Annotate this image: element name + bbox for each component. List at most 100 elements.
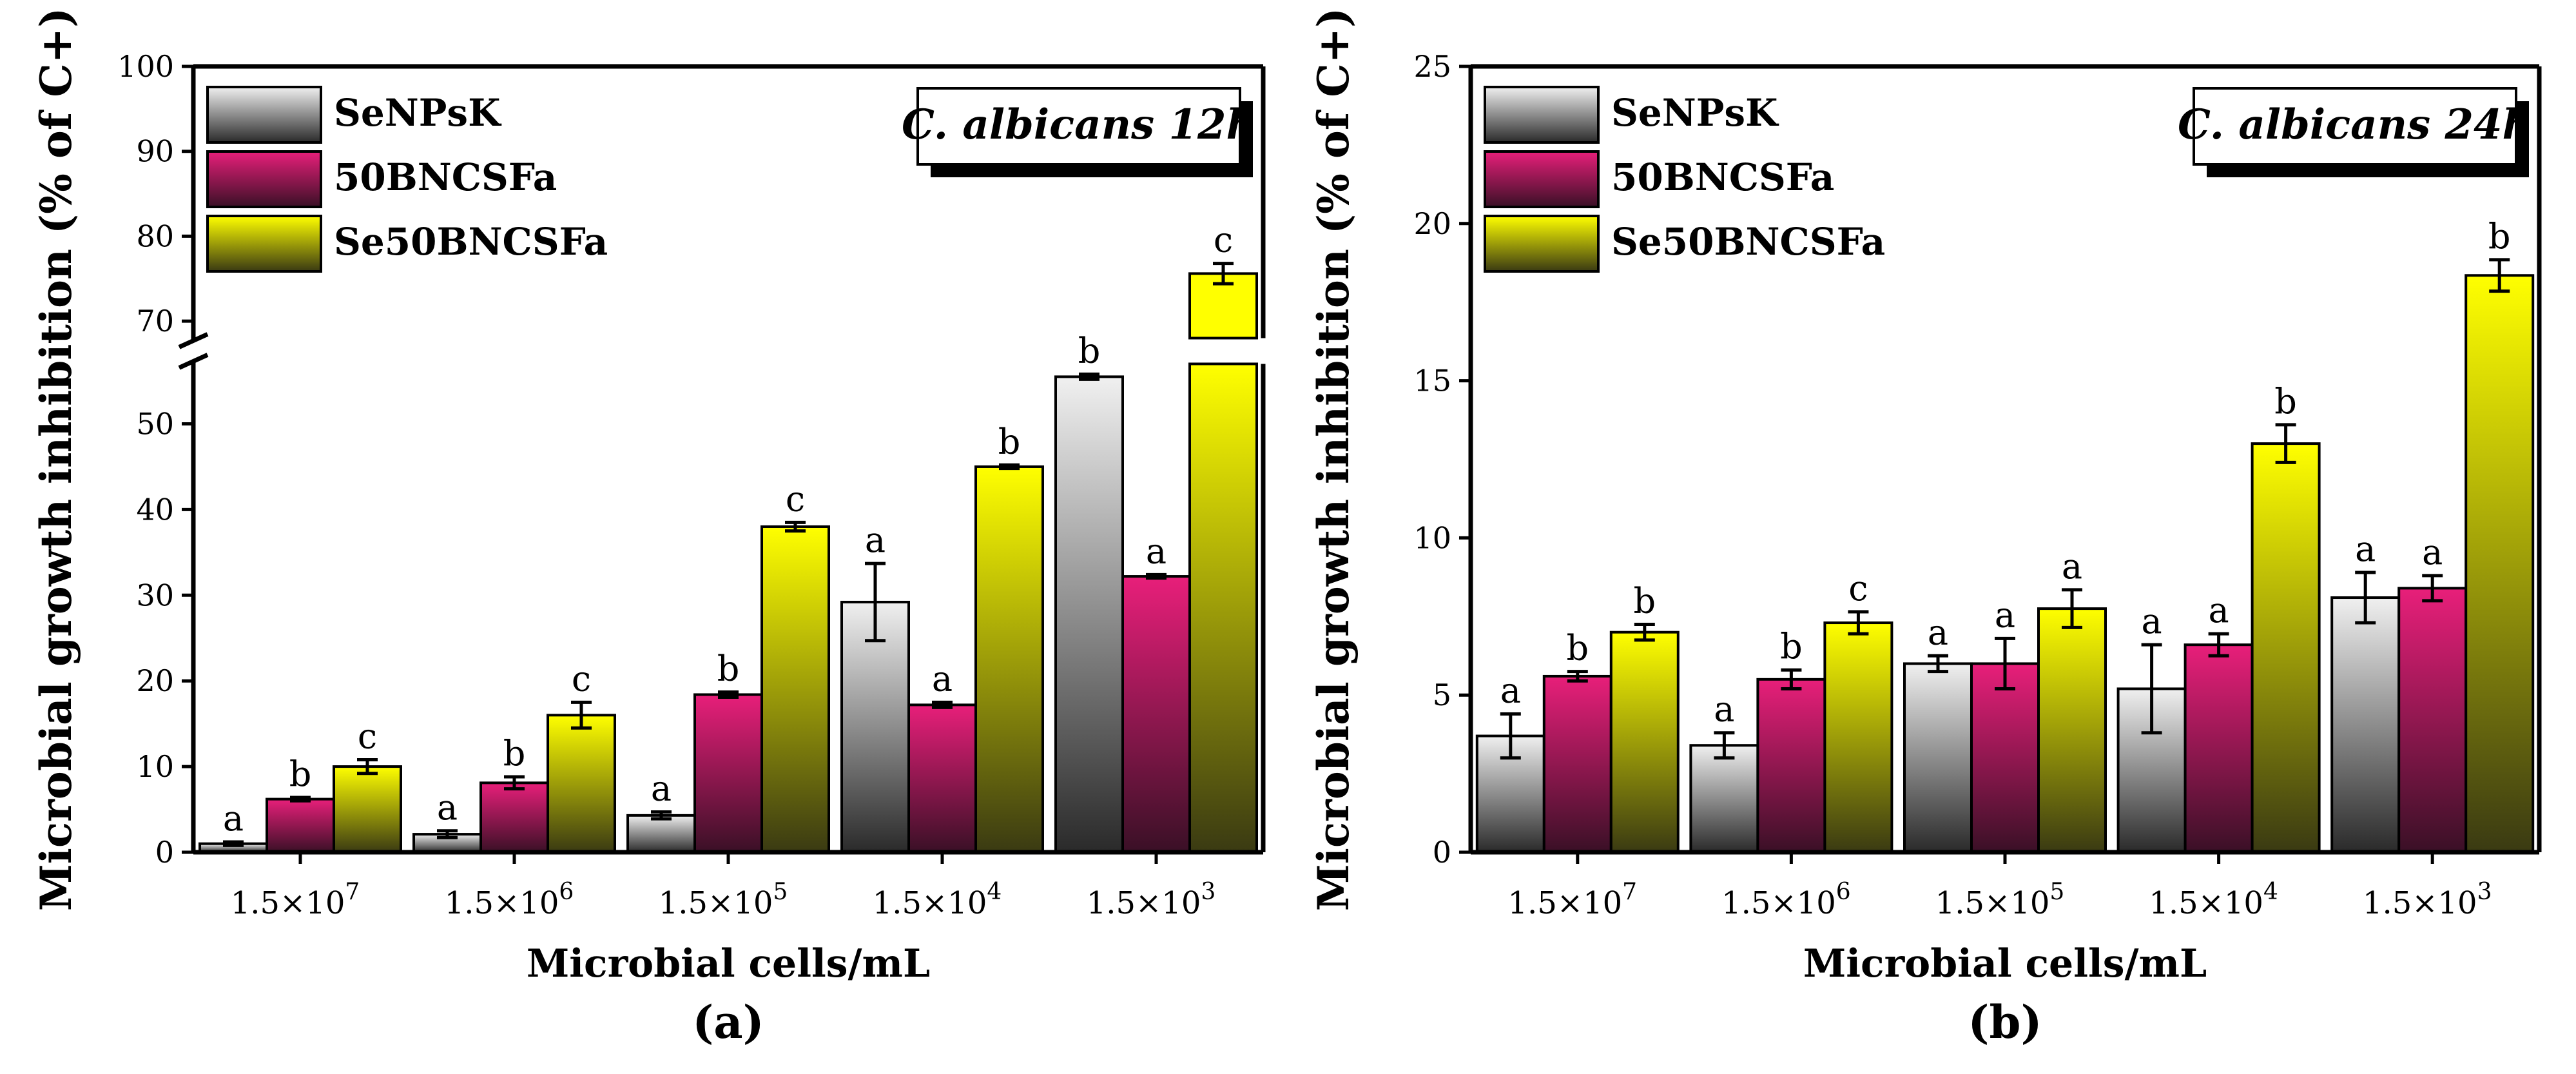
significance-letter: c [1214, 220, 1233, 260]
x-tick-exponent: 4 [987, 879, 1002, 905]
x-tick-label: 1.5×106 [1721, 879, 1851, 921]
legend-swatch-SeNPsK [1484, 86, 1600, 144]
legend-label-SeNPsK: SeNPsK [1611, 91, 1779, 135]
significance-letter: a [2422, 532, 2443, 572]
y-tick-label: 100 [117, 49, 174, 84]
significance-letter: b [1078, 330, 1101, 371]
bar-Se50BNCSFa [1823, 621, 1893, 854]
legend-swatch-SeNPsK [206, 86, 322, 144]
legend-swatch-Se50BNCSFa [206, 215, 322, 273]
y-tick-label: 10 [136, 749, 174, 784]
y-tick-label: 0 [155, 835, 174, 870]
significance-letter: b [2488, 216, 2511, 257]
x-tick-label: 1.5×105 [659, 879, 788, 921]
title-box [916, 87, 1241, 166]
bar-Se50BNCSFa [1609, 630, 1680, 854]
significance-letter: a [437, 787, 458, 828]
y-tick-label: 0 [1433, 835, 1451, 870]
significance-letter: a [1714, 689, 1734, 730]
y-tick-label: 90 [136, 134, 174, 169]
x-tick-exponent: 5 [2049, 879, 2064, 905]
significance-letter: c [358, 716, 377, 756]
chart-title: C. albicans 24h [2178, 101, 2532, 149]
x-tick-label: 1.5×107 [231, 879, 360, 921]
x-tick-exponent: 6 [559, 879, 574, 905]
significance-letter: b [1634, 580, 1656, 621]
significance-letter: a [932, 658, 953, 699]
x-tick-base: 1.5×10 [873, 885, 987, 921]
y-tick-label: 25 [1413, 49, 1451, 84]
significance-letter: a [2062, 546, 2082, 587]
bar-SeNPsK [626, 814, 696, 854]
bar-Se50BNCSFa-lower [1188, 362, 1258, 854]
legend-label-Se50BNCSFa: Se50BNCSFa [1611, 220, 1885, 264]
bar-50BNCSFa [1121, 575, 1191, 854]
x-tick-base: 1.5×10 [231, 885, 345, 921]
bar-50BNCSFa [693, 693, 763, 854]
bar-50BNCSFa [266, 797, 335, 854]
y-tick-label: 20 [136, 663, 174, 698]
panel-label: (b) [1968, 995, 2042, 1049]
bar-Se50BNCSFa [2251, 442, 2321, 854]
significance-letter: a [1928, 612, 1948, 652]
x-tick-exponent: 5 [773, 879, 788, 905]
bar-Se50BNCSFa [760, 525, 830, 854]
bar-Se50BNCSFa [547, 714, 616, 854]
x-tick-base: 1.5×10 [2363, 885, 2477, 921]
x-tick-label: 1.5×104 [873, 879, 1002, 921]
bar-50BNCSFa [907, 703, 977, 854]
x-tick-base: 1.5×10 [659, 885, 773, 921]
significance-letter: a [1146, 531, 1167, 571]
significance-letter: b [503, 733, 526, 774]
x-tick-base: 1.5×10 [445, 885, 559, 921]
significance-letter: b [1567, 628, 1589, 669]
significance-letter: c [786, 478, 805, 519]
axis-break-mark [178, 353, 209, 370]
x-tick-exponent: 4 [2263, 879, 2278, 905]
bar-50BNCSFa [1542, 674, 1612, 854]
x-tick-base: 1.5×10 [2149, 885, 2263, 921]
y-tick-label: 50 [136, 407, 174, 442]
y-axis-title: Microbial growth inhibition (% of C+) [1308, 8, 1359, 912]
y-tick-label: 30 [136, 578, 174, 612]
title-box [2193, 87, 2517, 166]
x-tick-label: 1.5×103 [1087, 879, 1216, 921]
bar-50BNCSFa [1970, 662, 2040, 854]
x-tick-exponent: 7 [345, 879, 360, 905]
significance-letter: c [572, 658, 591, 699]
x-axis-title: Microbial cells/mL [527, 941, 930, 986]
significance-letter: a [1995, 594, 2015, 635]
x-tick-exponent: 3 [2477, 879, 2492, 905]
legend-label-50BNCSFa: 50BNCSFa [1611, 155, 1834, 199]
significance-letter: b [717, 648, 740, 688]
x-tick-label: 1.5×107 [1508, 879, 1638, 921]
x-tick-exponent: 3 [1201, 879, 1215, 905]
bar-Se50BNCSFa [2037, 607, 2107, 854]
significance-letter: b [1780, 626, 1803, 667]
axis-break-mark [178, 332, 209, 349]
y-tick-label: 80 [136, 219, 174, 253]
significance-letter: a [2208, 590, 2229, 630]
significance-letter: b [2274, 381, 2297, 422]
x-tick-exponent: 6 [1836, 879, 1851, 905]
significance-letter: a [2355, 529, 2376, 569]
y-tick-label: 5 [1433, 678, 1451, 712]
legend-swatch-Se50BNCSFa [1484, 215, 1600, 273]
bar-50BNCSFa [2184, 643, 2254, 854]
x-tick-base: 1.5×10 [1935, 885, 2050, 921]
bar-Se50BNCSFa [2465, 274, 2535, 854]
panel-label: (a) [692, 995, 764, 1049]
y-tick-label: 15 [1413, 364, 1451, 398]
x-tick-label: 1.5×103 [2363, 879, 2492, 921]
significance-letter: b [998, 421, 1021, 462]
chart-title: C. albicans 12h [902, 101, 1256, 149]
bar-50BNCSFa [1756, 678, 1826, 854]
y-tick-label: 40 [136, 492, 174, 527]
significance-letter: c [1848, 568, 1868, 609]
significance-letter: a [865, 520, 886, 560]
significance-letter: a [651, 768, 672, 809]
x-tick-exponent: 7 [1622, 879, 1637, 905]
bar-SeNPsK [1054, 375, 1124, 854]
